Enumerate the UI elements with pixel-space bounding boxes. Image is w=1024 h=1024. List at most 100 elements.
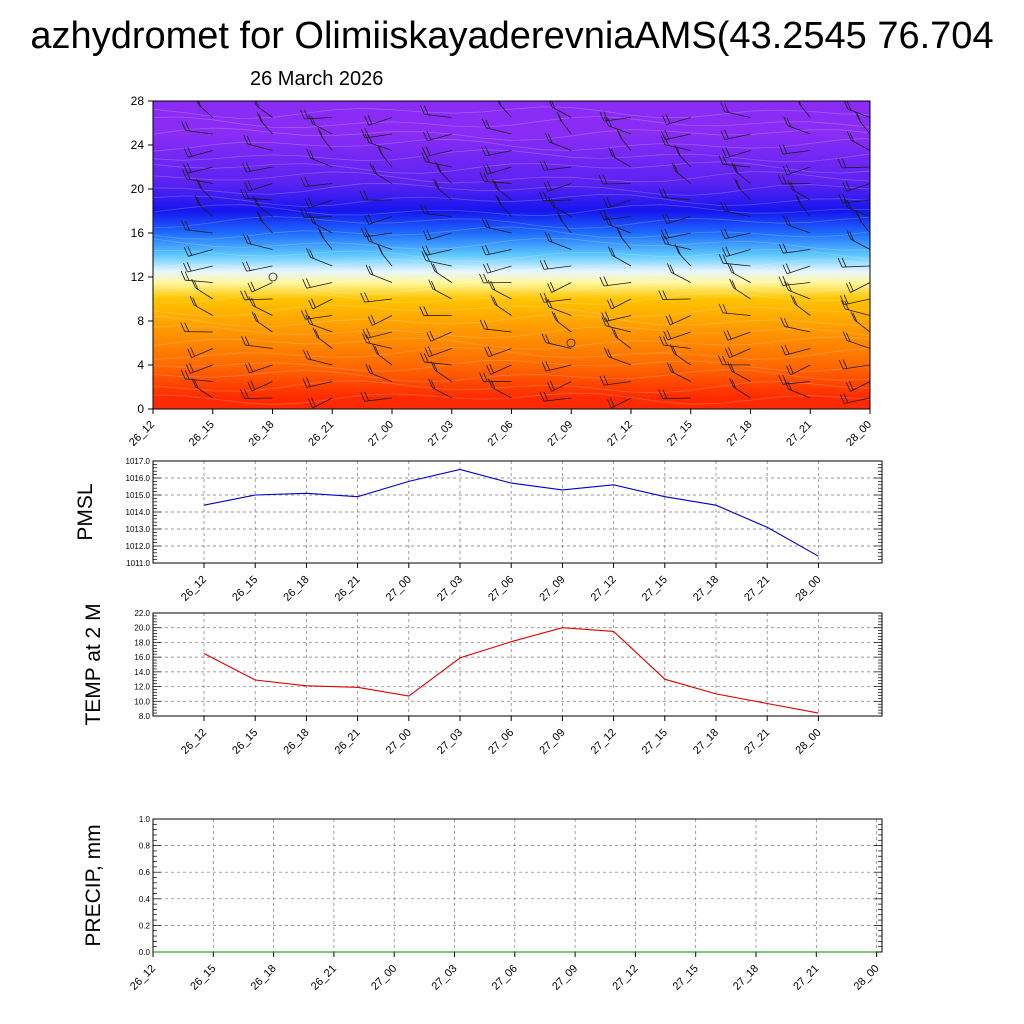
wind-barb-flag xyxy=(673,164,679,174)
wind-barb-flag xyxy=(727,263,732,273)
wind-barb xyxy=(799,203,811,217)
wind-barb xyxy=(153,397,154,398)
wind-barb-flag xyxy=(842,331,848,341)
wind-barb-flag xyxy=(729,377,734,388)
wind-barb-flag xyxy=(302,279,308,289)
wind-barb-flag xyxy=(726,329,732,340)
wind-barb-flag xyxy=(430,380,436,390)
y-tick-label: 1016.0 xyxy=(126,474,151,483)
x-tick-label: 27_00 xyxy=(369,963,399,993)
wind-barb xyxy=(365,133,393,139)
x-tick-label: 27_15 xyxy=(671,963,701,993)
wind-barb-flag xyxy=(196,101,200,106)
wind-barb-flag xyxy=(599,111,605,122)
contour-line xyxy=(153,380,870,394)
wind-barb xyxy=(310,157,333,168)
wind-barb-flag xyxy=(660,229,666,239)
wind-barb xyxy=(545,342,572,349)
wind-barb-flag xyxy=(558,113,563,123)
wind-barb xyxy=(671,272,691,283)
wind-barb xyxy=(373,172,393,184)
contour-line xyxy=(153,304,870,317)
wind-barb xyxy=(791,189,811,201)
wind-barb xyxy=(620,236,632,250)
y-tick-label: 28 xyxy=(131,94,145,108)
wind-barb xyxy=(153,332,154,333)
wind-barb-flag xyxy=(658,188,664,198)
wind-barb-flag xyxy=(734,178,739,188)
wind-barb-flag xyxy=(306,148,312,159)
wind-barb xyxy=(432,387,452,399)
wind-barb-flag xyxy=(184,370,190,380)
wind-barb xyxy=(678,253,692,267)
wind-barb-flag xyxy=(839,394,845,404)
contour-line xyxy=(153,204,870,217)
contour-line xyxy=(153,314,870,328)
wind-barb-flag xyxy=(486,365,492,375)
x-tick-label: 26_21 xyxy=(333,727,363,757)
wind-barb-flag xyxy=(842,359,848,369)
y-tick-label: 1.0 xyxy=(139,815,151,824)
x-tick-label: 27_00 xyxy=(384,727,414,757)
wind-barb-flag xyxy=(664,228,670,238)
x-tick-label: 27_21 xyxy=(742,574,772,604)
wind-barb xyxy=(185,378,213,382)
wind-barb-flag xyxy=(550,380,555,391)
y-tick-label: 16 xyxy=(131,226,145,240)
wind-barb-flag xyxy=(250,380,256,390)
x-tick-label: 27_09 xyxy=(537,727,567,757)
wind-barb-flag xyxy=(364,128,370,138)
wind-barb-flag xyxy=(845,332,851,342)
wind-barb xyxy=(608,224,632,234)
wind-barb xyxy=(842,199,870,204)
wind-barb xyxy=(665,133,691,141)
wind-barb-flag xyxy=(856,113,862,124)
wind-barb-flag xyxy=(309,249,314,259)
wind-barb-flag xyxy=(601,312,607,322)
wind-barb-flag xyxy=(539,161,545,171)
wind-barb-flag xyxy=(181,121,187,131)
wind-barb xyxy=(424,213,452,217)
wind-barb xyxy=(256,105,273,118)
wind-barb-flag xyxy=(300,177,306,187)
wind-barb-flag xyxy=(662,214,668,224)
wind-barb xyxy=(486,226,512,234)
wind-barb xyxy=(850,381,870,392)
wind-barb xyxy=(306,381,333,388)
wind-barb-flag xyxy=(183,148,189,158)
wind-barb xyxy=(187,265,213,273)
wind-barb xyxy=(726,150,751,158)
wind-barb-flag xyxy=(837,158,843,169)
wind-barb-flag xyxy=(841,158,847,168)
x-tick-label: 27_06 xyxy=(486,574,516,604)
wind-barb xyxy=(187,166,213,174)
wind-barb-flag xyxy=(187,147,193,157)
wind-barb-flag xyxy=(487,279,493,290)
wind-barb-flag xyxy=(782,165,788,175)
wind-barb-flag xyxy=(186,262,192,272)
wind-barb-flag xyxy=(129,333,133,342)
wind-barb-flag xyxy=(543,160,549,170)
x-tick-label: 27_12 xyxy=(589,727,619,757)
wind-barb xyxy=(492,387,512,399)
wind-barb-flag xyxy=(189,295,195,306)
wind-barb-flag xyxy=(725,246,731,256)
x-tick-label: 26_18 xyxy=(281,727,311,757)
wind-barb xyxy=(376,352,393,366)
wind-barb-flag xyxy=(256,112,262,122)
wind-barb-flag xyxy=(243,134,249,145)
wind-barb-flag xyxy=(787,381,793,391)
wind-barb xyxy=(724,210,751,217)
temperature-chart: 8.0 10.0 12.0 14.0 16.0 18.0 20.0 22.0 26_12 26_1… xyxy=(82,603,883,757)
wind-barb-flag xyxy=(306,377,311,387)
wind-barb xyxy=(735,171,751,184)
wind-barb-flag xyxy=(138,162,142,171)
wind-barb xyxy=(488,348,512,357)
wind-barb-flag xyxy=(599,276,605,287)
x-tick-label: 26_12 xyxy=(127,419,157,449)
wind-barb-flag xyxy=(300,310,306,320)
wind-barb xyxy=(620,137,632,151)
wind-barb xyxy=(312,123,333,135)
wind-barb-flag xyxy=(846,382,851,392)
wind-barb-flag xyxy=(843,294,849,304)
